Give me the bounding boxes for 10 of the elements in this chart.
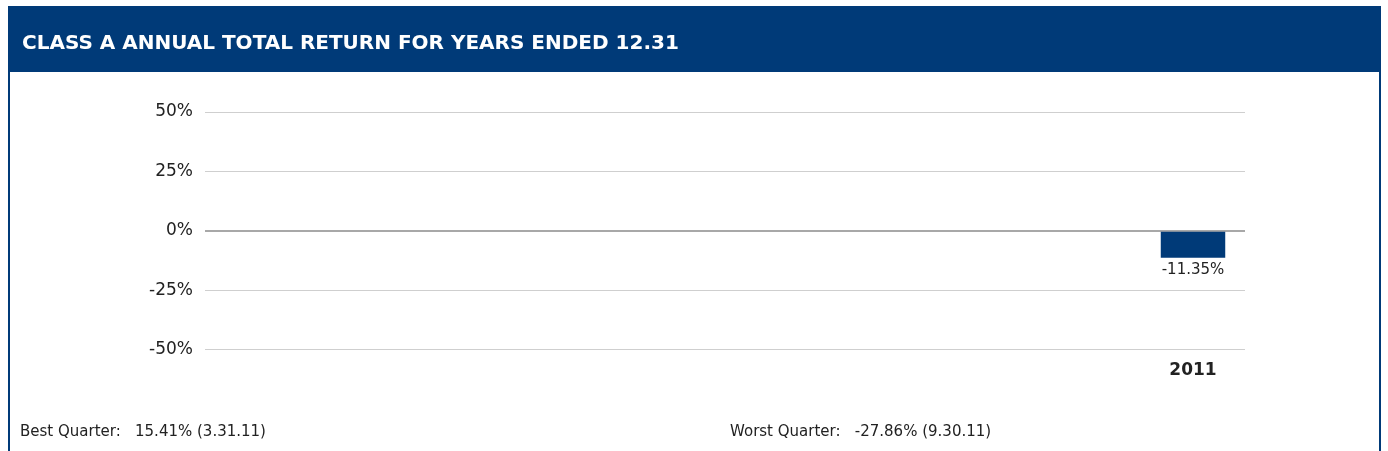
y-tick-label: 0%	[166, 219, 193, 240]
y-tick-label: 25%	[155, 159, 193, 180]
y-tick-label: -25%	[149, 278, 193, 299]
x-tick-label: 2011	[1169, 359, 1217, 380]
y-tick-label: -50%	[149, 338, 193, 359]
text: Best Quarter: 15.41% (3.31.11)	[20, 422, 266, 440]
data-label: -11.35%	[1161, 260, 1225, 279]
chart-title: CLASS A ANNUAL TOTAL RETURN FOR YEARS ENDED 12.31	[10, 8, 1379, 72]
y-tick-label: 50%	[155, 100, 193, 121]
text: Worst Quarter: -27.86% (9.30.11)	[730, 422, 992, 440]
